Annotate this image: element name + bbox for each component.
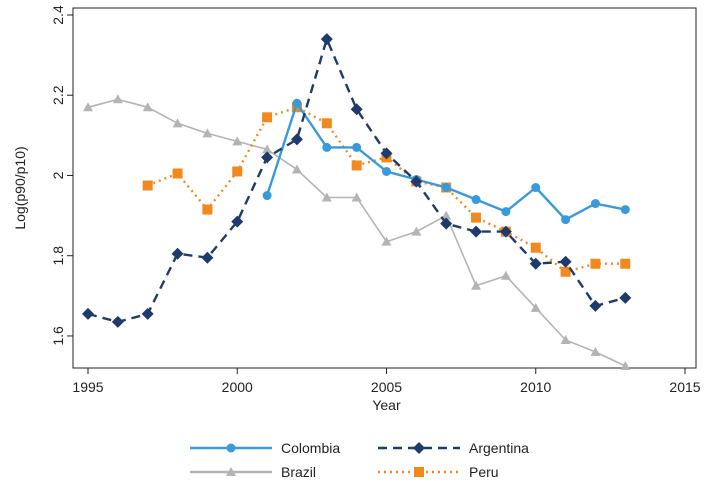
y-tick-label: 2 [50,171,66,179]
data-point-peru [530,242,541,253]
x-tick-label: 1995 [72,379,103,395]
data-point-brazil [321,192,332,202]
y-tick-label: 1.6 [50,326,66,346]
data-point-argentina [380,147,393,160]
data-point-brazil [83,102,93,112]
data-point-peru [232,166,243,177]
legend: Colombia Argentina Brazil Peru [190,440,529,480]
data-point-argentina [261,151,274,164]
legend-marker [226,467,236,476]
data-point-peru [142,180,153,191]
data-point-argentina [231,215,244,228]
data-point-argentina [350,103,363,116]
data-point-argentina [320,33,333,46]
data-point-brazil [560,334,571,344]
legend-item-peru: Peru [378,464,499,480]
data-point-brazil [530,302,541,312]
data-point-argentina [470,225,483,238]
series-layer [82,33,632,371]
data-point-colombia [292,98,302,108]
data-point-argentina [171,247,184,260]
data-point-peru [202,204,213,215]
legend-item-argentina: Argentina [378,440,529,456]
data-point-peru [471,212,482,223]
x-tick-label: 2010 [520,379,551,395]
data-point-brazil [620,361,631,371]
x-tick-label: 2015 [669,379,700,395]
data-point-brazil [500,270,511,280]
data-point-argentina [82,307,94,320]
data-point-brazil [441,210,452,220]
data-point-colombia [501,207,511,217]
data-point-peru [321,118,332,129]
data-point-colombia [471,195,481,205]
data-point-argentina [440,217,453,230]
legend-marker [414,467,424,477]
data-point-argentina [619,291,632,304]
legend-marker [413,442,425,454]
y-axis-title: Log(p90/p10) [12,146,28,229]
legend-item-colombia: Colombia [190,440,340,456]
data-point-peru [351,160,362,171]
data-point-peru [560,266,571,277]
y-axis: 1.6 1.8 2 2.2 2.4 [50,5,73,346]
legend-label: Argentina [469,440,529,456]
x-tick-label: 2000 [222,379,253,395]
data-point-colombia [531,183,541,193]
y-tick-label: 2.4 [50,5,66,25]
data-point-brazil [411,226,422,236]
data-point-brazil [590,347,601,356]
legend-label: Brazil [281,464,316,480]
legend-label: Peru [469,464,499,480]
y-tick-label: 2.2 [50,85,66,105]
data-point-argentina [141,307,154,320]
data-point-colombia [561,215,571,225]
series-argentina [82,33,632,328]
data-point-brazil [142,102,153,112]
data-point-peru [590,258,601,269]
data-point-argentina [290,133,303,146]
data-point-brazil [262,144,273,154]
data-point-brazil [202,128,213,138]
data-point-brazil [381,236,392,246]
data-point-colombia [382,166,391,176]
data-point-argentina [499,225,512,238]
data-point-colombia [322,142,332,152]
data-point-brazil [112,94,123,104]
data-point-argentina [589,299,602,312]
data-point-argentina [410,175,423,188]
data-point-brazil [232,136,243,146]
legend-marker [226,443,236,453]
data-point-peru [172,168,183,179]
data-point-colombia [590,199,600,209]
data-point-colombia [262,191,272,201]
data-point-brazil [291,164,302,174]
data-point-colombia [441,183,451,193]
data-point-argentina [529,257,542,270]
data-point-argentina [201,251,214,264]
data-point-peru [620,258,631,269]
x-axis: 1995 2000 2005 2010 2015 [72,368,701,395]
legend-label: Colombia [281,440,340,456]
plot-frame [72,7,697,369]
data-point-colombia [620,205,630,215]
y-tick-label: 1.8 [50,246,66,266]
x-tick-label: 2005 [371,379,402,395]
data-point-brazil [172,118,183,128]
x-axis-title: Year [372,397,401,413]
data-point-brazil [351,192,362,202]
data-point-brazil [471,280,482,290]
data-point-colombia [352,142,362,152]
data-point-argentina [559,255,572,268]
data-point-peru [262,112,273,123]
data-point-argentina [111,315,124,328]
series-brazil [83,94,631,371]
legend-item-brazil: Brazil [190,464,316,480]
